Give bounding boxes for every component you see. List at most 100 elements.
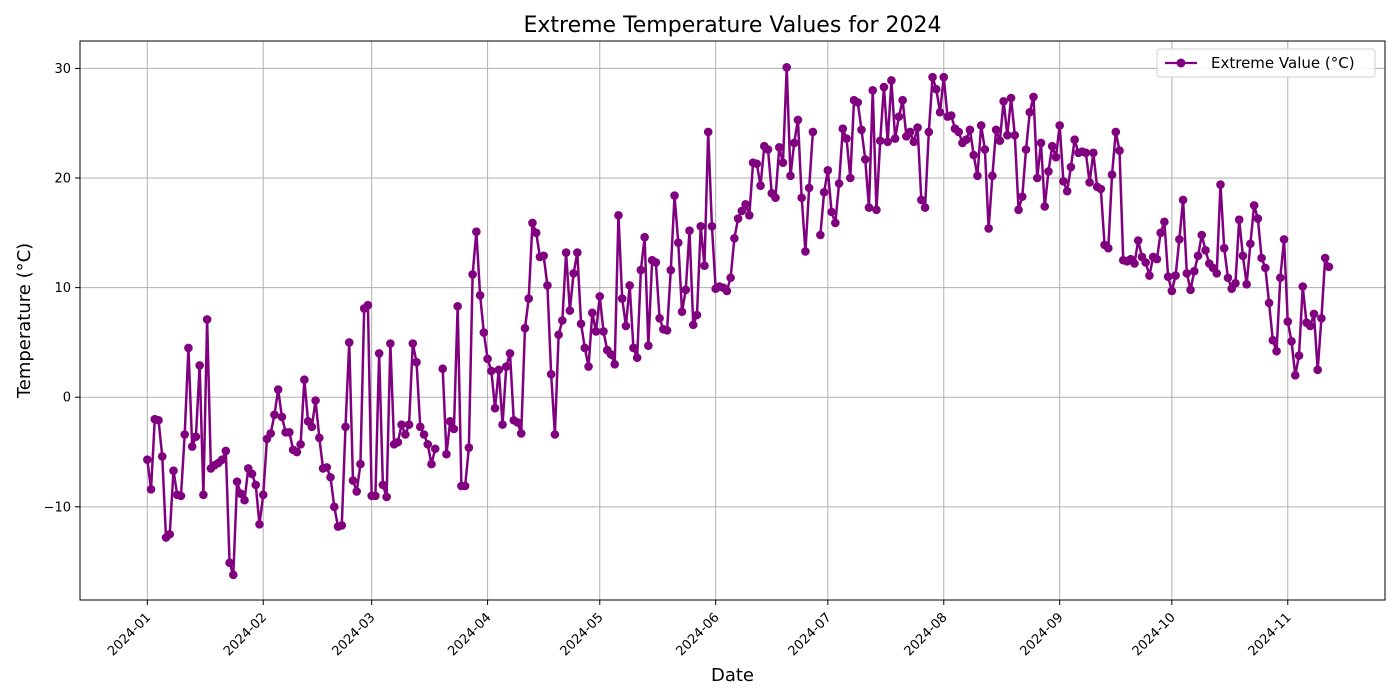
data-point — [225, 558, 234, 568]
data-point — [587, 308, 597, 318]
data-point — [356, 459, 365, 469]
data-point — [251, 480, 261, 490]
data-point — [1115, 146, 1124, 155]
data-point — [670, 191, 679, 200]
data-point — [352, 487, 362, 496]
data-point — [1070, 135, 1079, 144]
data-point — [1029, 92, 1038, 102]
data-point — [1276, 273, 1285, 283]
data-point — [528, 218, 537, 228]
data-point — [632, 353, 642, 363]
data-point — [745, 210, 754, 220]
data-point — [819, 187, 829, 197]
data-point — [1238, 251, 1248, 261]
data-point — [842, 134, 851, 143]
data-point — [984, 224, 993, 233]
x-tick-label: 2024-05 — [558, 610, 607, 659]
data-point — [580, 343, 590, 353]
data-point — [1051, 152, 1061, 162]
data-point — [946, 111, 956, 120]
data-point — [1111, 127, 1121, 137]
data-point — [393, 437, 403, 447]
data-point — [184, 343, 193, 353]
data-point — [217, 455, 227, 465]
data-point — [1006, 93, 1016, 103]
data-point — [460, 481, 470, 491]
data-point — [928, 72, 937, 82]
data-point — [584, 362, 593, 371]
data-point — [516, 429, 526, 438]
data-point — [827, 207, 836, 217]
data-point — [733, 214, 743, 223]
legend: Extreme Value (°C) — [1156, 48, 1376, 78]
data-point — [644, 341, 653, 351]
series-line — [441, 66, 815, 488]
data-point — [1107, 170, 1117, 180]
data-point — [1249, 201, 1259, 210]
data-point — [374, 349, 384, 358]
data-point — [494, 365, 504, 375]
plot-area — [79, 40, 1386, 601]
data-point — [1242, 280, 1251, 289]
data-point — [1186, 285, 1195, 295]
data-point — [752, 159, 762, 169]
x-tick-label: 2024-07 — [786, 610, 835, 659]
data-point — [890, 134, 900, 143]
data-point — [408, 339, 418, 348]
data-point — [1279, 235, 1289, 244]
data-point — [1096, 184, 1106, 194]
data-point — [1167, 286, 1177, 296]
data-point — [191, 432, 201, 441]
data-point — [490, 403, 500, 413]
data-point — [879, 82, 889, 92]
data-point — [786, 171, 795, 181]
data-point — [273, 385, 283, 394]
data-point — [554, 330, 563, 340]
data-point — [472, 227, 481, 237]
data-point — [857, 125, 866, 135]
data-point — [999, 96, 1008, 106]
data-point — [232, 477, 242, 486]
data-point — [1044, 167, 1053, 176]
data-point — [386, 339, 395, 348]
data-point — [550, 430, 560, 439]
data-point — [688, 320, 698, 330]
data-point — [401, 430, 410, 439]
data-point — [703, 127, 713, 137]
x-tick-label: 2024-09 — [1017, 610, 1066, 659]
data-point — [763, 145, 773, 154]
data-point — [576, 319, 586, 329]
data-point — [1290, 371, 1300, 380]
data-point — [285, 428, 294, 437]
data-point — [322, 463, 332, 472]
data-point — [816, 230, 825, 240]
data-point — [1066, 162, 1076, 172]
data-point — [614, 210, 623, 220]
data-point — [1152, 254, 1162, 264]
data-point — [270, 410, 279, 420]
data-point — [1257, 253, 1266, 263]
data-point — [1089, 148, 1098, 158]
grid — [80, 41, 1385, 600]
data-point — [677, 307, 687, 317]
data-point — [1014, 205, 1023, 215]
y-tick-label: 10 — [54, 281, 71, 296]
data-point — [1163, 272, 1173, 281]
data-point — [561, 248, 571, 257]
data-point — [920, 203, 930, 212]
data-point — [202, 315, 212, 324]
data-point — [1145, 271, 1154, 280]
data-point — [741, 200, 750, 209]
data-point — [864, 203, 874, 212]
data-point — [1062, 186, 1072, 196]
legend-label: Extreme Value (°C) — [1211, 54, 1355, 72]
data-point — [1317, 314, 1326, 323]
data-point — [905, 127, 915, 137]
data-point — [965, 125, 975, 135]
data-point — [625, 281, 634, 290]
data-point — [935, 107, 945, 117]
data-point — [382, 492, 391, 502]
data-point — [438, 364, 448, 374]
data-point — [1182, 269, 1192, 278]
legend-marker-sample — [1176, 58, 1186, 68]
